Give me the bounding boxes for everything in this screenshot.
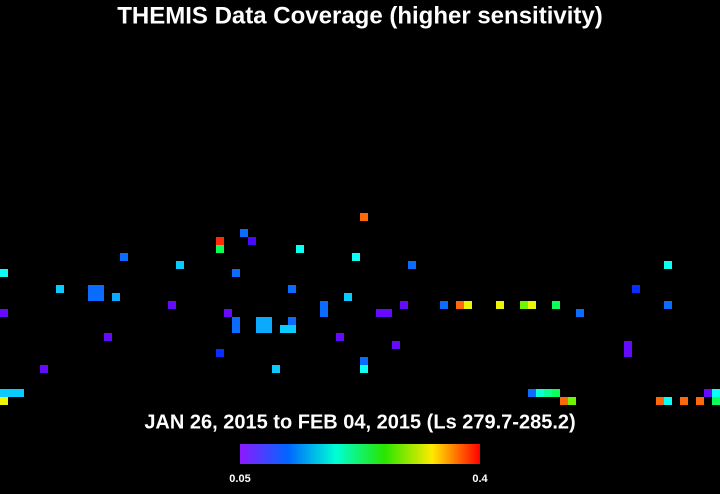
coverage-cell	[440, 301, 448, 309]
coverage-cell	[664, 261, 672, 269]
coverage-cell	[560, 397, 568, 405]
coverage-cell	[264, 317, 272, 325]
coverage-cell	[320, 309, 328, 317]
coverage-cell	[288, 325, 296, 333]
coverage-cell	[104, 333, 112, 341]
coverage-cell	[664, 301, 672, 309]
chart-title: THEMIS Data Coverage (higher sensitivity…	[117, 2, 602, 29]
coverage-cell	[456, 301, 464, 309]
coverage-cell	[496, 301, 504, 309]
coverage-cell	[96, 285, 104, 293]
coverage-cell	[176, 261, 184, 269]
coverage-cell	[264, 325, 272, 333]
coverage-cell	[528, 301, 536, 309]
coverage-cell	[552, 389, 560, 397]
coverage-cell	[16, 389, 24, 397]
coverage-cell	[216, 245, 224, 253]
coverage-cell	[248, 237, 256, 245]
coverage-cell	[288, 317, 296, 325]
coverage-cell	[56, 285, 64, 293]
coverage-cell	[216, 237, 224, 245]
coverage-cell	[408, 261, 416, 269]
coverage-cell	[536, 389, 544, 397]
coverage-cell	[296, 245, 304, 253]
coverage-cell	[232, 269, 240, 277]
chart-subtitle: JAN 26, 2015 to FEB 04, 2015 (Ls 279.7-2…	[144, 411, 575, 433]
coverage-cell	[528, 389, 536, 397]
colorbar	[240, 444, 480, 464]
coverage-cell	[224, 309, 232, 317]
coverage-cell	[216, 349, 224, 357]
coverage-cell	[400, 301, 408, 309]
coverage-cell	[664, 397, 672, 405]
coverage-cell	[320, 301, 328, 309]
coverage-cell	[624, 349, 632, 357]
coverage-cell	[352, 253, 360, 261]
coverage-cell	[40, 365, 48, 373]
coverage-cell	[360, 365, 368, 373]
coverage-cell	[576, 309, 584, 317]
coverage-cell	[552, 301, 560, 309]
colorbar-tick-label: 0.05	[229, 473, 250, 485]
coverage-cell	[656, 397, 664, 405]
coverage-cell	[0, 389, 8, 397]
coverage-cell	[568, 397, 576, 405]
coverage-cell	[8, 389, 16, 397]
coverage-cell	[88, 293, 96, 301]
coverage-cell	[0, 309, 8, 317]
coverage-cell	[696, 397, 704, 405]
coverage-cell	[680, 397, 688, 405]
coverage-cell	[272, 365, 280, 373]
coverage-cell	[344, 293, 352, 301]
coverage-cell	[168, 301, 176, 309]
coverage-cell	[392, 341, 400, 349]
coverage-cell	[360, 213, 368, 221]
coverage-cell	[336, 333, 344, 341]
coverage-cell	[0, 397, 8, 405]
coverage-cell	[624, 341, 632, 349]
coverage-cell	[712, 397, 720, 405]
coverage-cell	[464, 301, 472, 309]
coverage-cell	[544, 389, 552, 397]
coverage-cell	[288, 285, 296, 293]
coverage-cell	[280, 325, 288, 333]
coverage-cell	[704, 389, 712, 397]
coverage-cell	[376, 309, 384, 317]
coverage-cell	[256, 325, 264, 333]
coverage-cell	[240, 229, 248, 237]
coverage-cell	[712, 389, 720, 397]
coverage-cell	[632, 285, 640, 293]
coverage-cell	[360, 357, 368, 365]
coverage-cell	[256, 317, 264, 325]
colorbar-tick-label: 0.4	[472, 473, 488, 485]
coverage-cell	[88, 285, 96, 293]
coverage-cell	[232, 325, 240, 333]
coverage-cell	[232, 317, 240, 325]
coverage-cell	[112, 293, 120, 301]
coverage-cell	[0, 269, 8, 277]
coverage-cell	[384, 309, 392, 317]
coverage-cell	[520, 301, 528, 309]
coverage-cell	[120, 253, 128, 261]
coverage-cell	[96, 293, 104, 301]
